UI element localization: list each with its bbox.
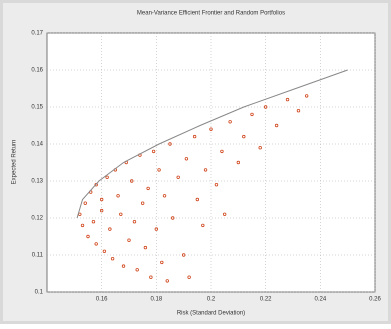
portfolio-point [250, 112, 254, 117]
portfolio-point [192, 134, 197, 139]
portfolio-point [165, 279, 169, 283]
portfolio-point [102, 249, 107, 253]
portfolio-point [258, 145, 262, 150]
y-axis-label: Expected Return [12, 140, 18, 185]
efficient-frontier [76, 69, 348, 219]
portfolio-point [99, 197, 104, 202]
portfolio-point [151, 149, 156, 154]
portfolio-point [143, 245, 148, 250]
y-tick-label: 0.11 [32, 253, 44, 259]
portfolio-point [187, 275, 191, 279]
portfolio-point [119, 212, 123, 216]
portfolio-point [296, 108, 301, 113]
portfolio-point [236, 160, 241, 165]
portfolio-point [121, 264, 126, 268]
x-axis-label: Risk (Standard Deviation) [177, 311, 245, 317]
portfolio-point [99, 208, 104, 213]
portfolio-point [228, 120, 232, 124]
portfolio-point [201, 223, 205, 228]
portfolio-point [168, 142, 172, 146]
portfolio-point [181, 253, 186, 257]
y-tick-label: 0.16 [31, 68, 43, 74]
portfolio-point [176, 175, 180, 179]
portfolio-point [209, 127, 213, 131]
portfolio-point [110, 257, 115, 261]
x-tick-label: 0.26 [369, 297, 381, 303]
portfolio-point [83, 201, 87, 205]
y-tick-label: 0.17 [31, 31, 43, 37]
portfolio-point [116, 194, 120, 198]
portfolio-point [86, 234, 90, 239]
x-tick-label: 0.22 [260, 297, 272, 303]
portfolio-point [195, 197, 200, 202]
portfolio-point [263, 105, 268, 109]
portfolio-point [160, 260, 164, 265]
portfolio-point [91, 219, 96, 224]
x-tick-label: 0.2 [207, 297, 216, 303]
portfolio-point [304, 94, 309, 98]
y-tick-label: 0.14 [31, 142, 43, 148]
portfolio-point [157, 168, 161, 172]
portfolio-point [171, 216, 175, 220]
y-tick-label: 0.12 [31, 216, 43, 222]
portfolio-point [274, 123, 279, 128]
portfolio-point [285, 97, 290, 102]
portfolio-point [105, 175, 109, 179]
x-tick-label: 0.24 [314, 297, 326, 303]
portfolio-point [222, 212, 227, 216]
chart-title: Mean-Variance Efficient Frontier and Ran… [137, 11, 285, 17]
y-tick-label: 0.13 [31, 179, 43, 185]
portfolio-point [130, 179, 134, 183]
x-tick-label: 0.16 [96, 297, 108, 303]
portfolio-point [80, 223, 85, 228]
portfolio-point [149, 275, 153, 279]
portfolio-point [162, 194, 167, 198]
portfolio-point [94, 242, 98, 246]
portfolio-point [220, 149, 224, 154]
portfolio-point [184, 157, 189, 161]
portfolio-point [214, 182, 219, 187]
portfolio-point [132, 219, 137, 224]
x-tick-label: 0.18 [150, 297, 162, 303]
portfolio-point [108, 227, 112, 231]
portfolio-point [135, 268, 139, 272]
portfolio-point [203, 168, 208, 172]
portfolio-point [140, 201, 145, 205]
y-tick-label: 0.1 [35, 290, 44, 296]
portfolio-point [146, 186, 150, 191]
portfolio-point [242, 134, 246, 139]
y-tick-label: 0.15 [31, 105, 43, 111]
portfolio-point [127, 238, 131, 242]
portfolio-point [154, 227, 159, 231]
